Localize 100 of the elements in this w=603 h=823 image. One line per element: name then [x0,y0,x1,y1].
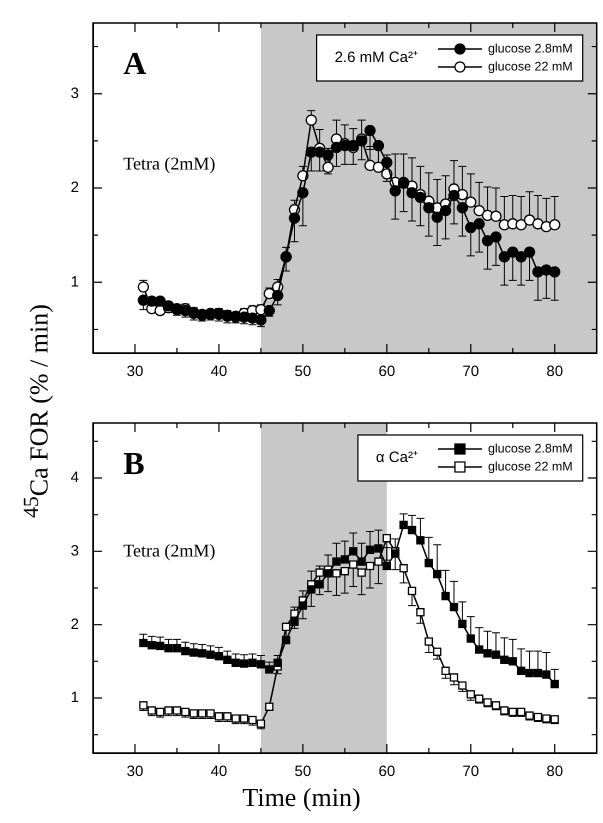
point [240,714,248,723]
point [448,190,460,202]
point [206,709,215,718]
point [248,658,257,667]
point [223,712,232,721]
point [364,124,376,136]
point [357,568,366,577]
point [524,246,536,258]
point [516,666,526,676]
point [315,568,324,577]
point [474,694,484,703]
point [433,570,442,578]
point [256,660,266,668]
point [297,187,309,198]
point [172,644,182,652]
point [508,708,517,716]
y-tick-label: 3 [70,542,79,560]
point [550,680,559,688]
point [223,656,232,664]
point [198,649,206,658]
point [466,634,475,643]
y-tick-label: 2 [70,179,79,196]
point [525,668,534,678]
point [534,712,542,722]
point [456,202,468,214]
point [232,658,240,667]
point [256,719,266,728]
point [408,586,416,596]
point [154,295,166,307]
legend-title: α Ca²⁺ [376,449,418,466]
point [406,187,418,198]
point [490,210,502,222]
point [525,711,534,720]
point [232,714,240,723]
point [274,658,282,667]
point [498,251,510,262]
legend-label: glucose 22 mM [488,459,573,474]
x-axis-title: Time (min) [241,783,362,813]
x-tick-label: 60 [378,763,396,780]
point [490,231,502,243]
point [290,618,299,626]
y-tick-label: 1 [70,689,79,706]
point [322,149,334,161]
point [542,670,551,679]
point [282,622,290,632]
point [500,656,509,664]
point [340,555,350,564]
point [255,314,267,326]
point [190,648,198,657]
point [414,192,426,204]
point [164,644,173,652]
point [282,636,290,644]
point [492,650,500,659]
x-tick-label: 80 [546,363,564,380]
point [382,534,392,542]
point [357,557,366,566]
point [374,557,383,566]
x-tick-label: 30 [126,363,144,380]
point [482,235,494,246]
annotation: B [123,445,145,482]
y-tick-label: 1 [70,273,79,290]
point [550,715,559,724]
point [399,564,408,572]
point [516,708,526,716]
point [172,706,182,715]
point [483,698,492,707]
point [181,708,190,716]
x-tick-label: 80 [546,763,564,780]
point [349,547,358,556]
point [198,709,206,718]
point [306,114,317,126]
point [466,690,475,699]
point [372,140,384,152]
y-tick-label: 4 [70,469,79,486]
point [515,219,527,230]
point [190,709,198,718]
point [181,646,190,656]
point [214,712,224,721]
x-tick-label: 60 [378,363,396,380]
annotation: A [123,45,146,82]
point [366,546,374,554]
legend-title: 2.6 mM Ca²⁺ [334,49,418,66]
point [156,642,164,650]
point [524,214,536,226]
point [366,562,374,570]
point [433,648,442,656]
point [324,569,332,578]
point [340,566,350,576]
point [549,266,560,278]
point [264,304,275,316]
point [298,601,308,610]
legend-label: glucose 2.8mM [488,41,573,56]
point [474,645,484,654]
legend-label: glucose 2.8mM [488,441,573,456]
point [349,560,358,569]
point [322,162,334,173]
point [424,637,433,646]
point [374,544,383,553]
point [507,246,518,258]
point [265,702,274,711]
